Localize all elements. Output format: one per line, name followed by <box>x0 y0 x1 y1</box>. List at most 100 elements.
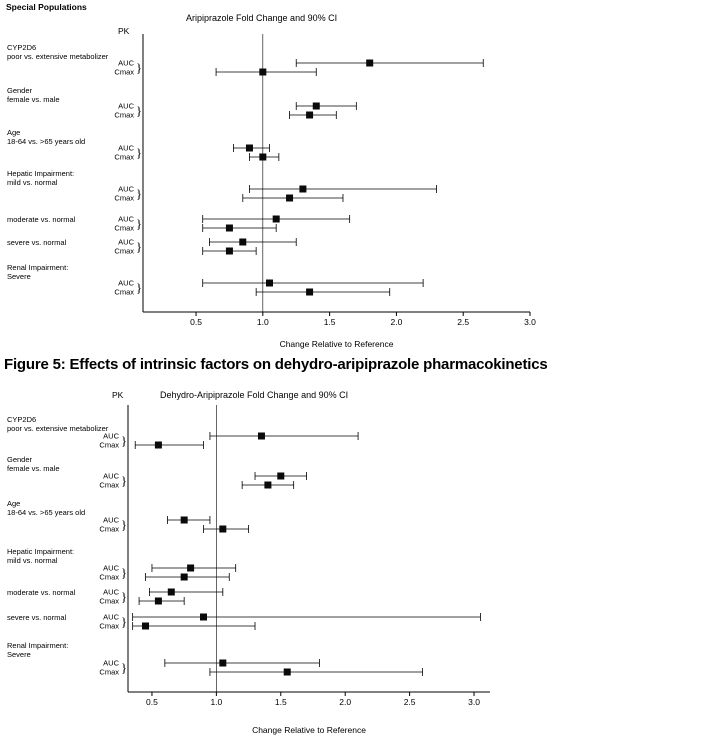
point-estimate-marker <box>266 279 274 287</box>
point-estimate-marker <box>199 613 207 621</box>
measure-label: AUC <box>103 472 119 481</box>
aripiprazole-forest-plot: Aripiprazole Fold Change and 90% CI PK 0.5… <box>7 13 536 349</box>
measure-label: Cmax <box>114 247 134 256</box>
group-label: severe vs. normal <box>7 613 67 622</box>
dehydro-aripiprazole-forest-plot: Dehydro-Aripiprazole Fold Change and 90%… <box>7 390 490 735</box>
point-estimate-marker <box>259 153 267 161</box>
measure-label: Cmax <box>99 481 119 490</box>
auc-cmax-brace: } <box>121 517 127 532</box>
measure-label: AUC <box>103 432 119 441</box>
group-label: Hepatic Impairment: <box>7 169 74 178</box>
x-tick-label: 0.5 <box>190 317 202 327</box>
point-estimate-marker <box>283 668 291 676</box>
measure-label: Cmax <box>99 622 119 631</box>
group-label: female vs. male <box>7 464 60 473</box>
measure-label: Cmax <box>114 224 134 233</box>
measure-label: Cmax <box>99 573 119 582</box>
point-estimate-marker <box>187 564 195 572</box>
point-estimate-marker <box>142 622 150 630</box>
x-tick-label: 1.5 <box>324 317 336 327</box>
point-estimate-marker <box>219 525 227 533</box>
point-estimate-marker <box>257 432 265 440</box>
group-label: moderate vs. normal <box>7 215 76 224</box>
x-tick-label: 3.0 <box>524 317 536 327</box>
point-estimate-marker <box>154 597 162 605</box>
measure-label: AUC <box>118 185 134 194</box>
measure-label: Cmax <box>114 288 134 297</box>
point-estimate-marker <box>225 224 233 232</box>
auc-cmax-brace: } <box>136 280 142 295</box>
x-tick-label: 2.0 <box>390 317 402 327</box>
x-tick-label: 2.0 <box>339 697 351 707</box>
pk-column-label: PK <box>112 390 124 400</box>
x-tick-label: 1.5 <box>275 697 287 707</box>
point-estimate-marker <box>272 215 280 223</box>
auc-cmax-brace: } <box>121 565 127 580</box>
x-tick-label: 2.5 <box>457 317 469 327</box>
group-label: Age <box>7 499 20 508</box>
point-estimate-marker <box>239 238 247 246</box>
auc-cmax-brace: } <box>121 473 127 488</box>
point-estimate-marker <box>259 68 267 76</box>
point-estimate-marker <box>366 59 374 67</box>
point-estimate-marker <box>219 659 227 667</box>
group-label: mild vs. normal <box>7 556 58 565</box>
point-estimate-marker <box>277 472 285 480</box>
point-estimate-marker <box>154 441 162 449</box>
group-label: 18-64 vs. >65 years old <box>7 137 85 146</box>
point-estimate-marker <box>245 144 253 152</box>
auc-cmax-brace: } <box>121 614 127 629</box>
x-tick-label: 1.0 <box>210 697 222 707</box>
auc-cmax-brace: } <box>136 186 142 201</box>
point-estimate-marker <box>306 288 314 296</box>
auc-cmax-brace: } <box>136 216 142 231</box>
x-axis-title: Change Relative to Reference <box>252 725 366 735</box>
point-estimate-marker <box>286 194 294 202</box>
group-label: Renal Impairment: <box>7 641 68 650</box>
measure-label: Cmax <box>99 441 119 450</box>
x-tick-label: 3.0 <box>468 697 480 707</box>
x-tick-label: 2.5 <box>404 697 416 707</box>
measure-label: AUC <box>103 613 119 622</box>
point-estimate-marker <box>312 102 320 110</box>
section-heading: Special Populations <box>6 2 87 12</box>
group-label: poor vs. extensive metabolizer <box>7 52 109 61</box>
auc-cmax-brace: } <box>136 103 142 118</box>
auc-cmax-brace: } <box>121 433 127 448</box>
group-label: mild vs. normal <box>7 178 58 187</box>
group-label: Age <box>7 128 20 137</box>
group-label: Renal Impairment: <box>7 263 68 272</box>
group-label: Severe <box>7 272 31 281</box>
point-estimate-marker <box>306 111 314 119</box>
group-label: CYP2D6 <box>7 43 36 52</box>
group-label: severe vs. normal <box>7 238 67 247</box>
auc-cmax-brace: } <box>136 145 142 160</box>
measure-label: AUC <box>118 238 134 247</box>
auc-cmax-brace: } <box>136 239 142 254</box>
group-label: Gender <box>7 86 33 95</box>
measure-label: AUC <box>103 659 119 668</box>
group-label: Hepatic Impairment: <box>7 547 74 556</box>
measure-label: Cmax <box>114 111 134 120</box>
measure-label: AUC <box>118 144 134 153</box>
auc-cmax-brace: } <box>121 589 127 604</box>
chart-title: Aripiprazole Fold Change and 90% CI <box>186 13 337 23</box>
measure-label: AUC <box>103 564 119 573</box>
point-estimate-marker <box>264 481 272 489</box>
point-estimate-marker <box>299 185 307 193</box>
measure-label: AUC <box>118 59 134 68</box>
figure-caption: Figure 5: Effects of intrinsic factors o… <box>4 356 548 373</box>
measure-label: AUC <box>103 516 119 525</box>
group-label: 18-64 vs. >65 years old <box>7 508 85 517</box>
auc-cmax-brace: } <box>136 60 142 75</box>
measure-label: AUC <box>118 215 134 224</box>
measure-label: Cmax <box>114 68 134 77</box>
x-tick-label: 1.0 <box>257 317 269 327</box>
measure-label: AUC <box>118 279 134 288</box>
pk-column-label: PK <box>118 26 130 36</box>
measure-label: AUC <box>103 588 119 597</box>
point-estimate-marker <box>167 588 175 596</box>
group-label: Severe <box>7 650 31 659</box>
auc-cmax-brace: } <box>121 660 127 675</box>
measure-label: AUC <box>118 102 134 111</box>
